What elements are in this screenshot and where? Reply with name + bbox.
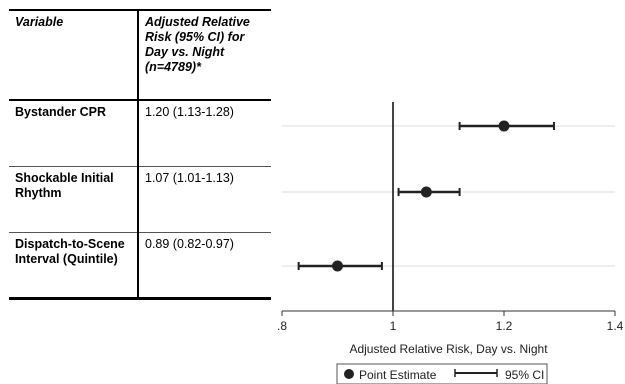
- point-estimate: [498, 120, 510, 132]
- row-label: Shockable Initial Rhythm: [9, 165, 139, 232]
- table-header-row: Variable Adjusted Relative Risk (95% CI)…: [9, 10, 271, 100]
- point-estimate: [332, 260, 343, 272]
- legend-box: [336, 363, 548, 384]
- table-row: Dispatch-to-Scene Interval (Quintile) 0.…: [9, 231, 271, 298]
- header-relative-risk: Adjusted Relative Risk (95% CI) for Day …: [145, 15, 250, 74]
- row-value: 0.89 (0.82-0.97): [138, 231, 271, 298]
- point-estimate: [420, 186, 432, 198]
- x-tick-label: 1: [390, 319, 397, 333]
- results-table: Variable Adjusted Relative Risk (95% CI)…: [9, 9, 271, 300]
- legend-point-marker: [344, 369, 354, 379]
- row-value: 1.07 (1.01-1.13): [138, 165, 271, 232]
- x-tick-label: .8: [277, 319, 287, 333]
- x-tick-label: 1.4: [607, 319, 624, 333]
- legend-point-label: Point Estimate: [359, 368, 437, 382]
- table-row: Bystander CPR 1.20 (1.13-1.28): [9, 99, 271, 166]
- row-label: Bystander CPR: [9, 99, 139, 166]
- row-label: Dispatch-to-Scene Interval (Quintile): [9, 231, 139, 298]
- legend-ci-label: 95% CI: [505, 368, 544, 382]
- row-value: 1.20 (1.13-1.28): [138, 99, 271, 166]
- table-row: Shockable Initial Rhythm 1.07 (1.01-1.13…: [9, 165, 271, 232]
- header-variable: Variable: [9, 10, 139, 100]
- x-axis-label: Adjusted Relative Risk, Day vs. Night: [349, 342, 548, 356]
- x-tick-label: 1.2: [496, 319, 513, 333]
